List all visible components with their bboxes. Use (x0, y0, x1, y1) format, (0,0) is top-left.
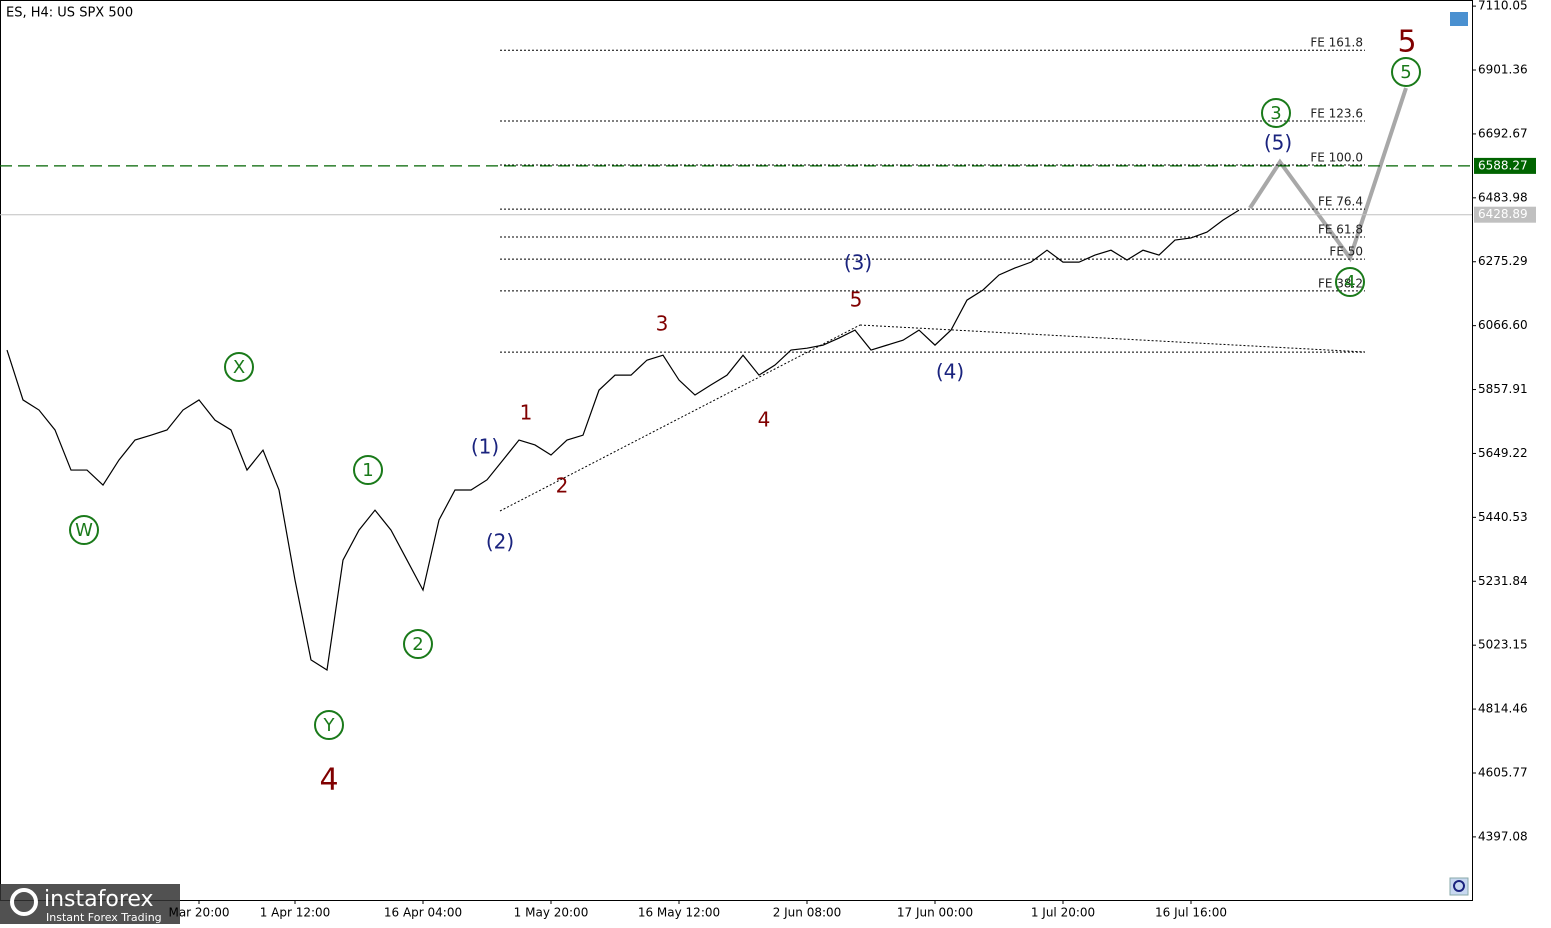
wave-circle (403, 629, 433, 659)
fib-label: FE 123.6 (1310, 106, 1363, 120)
trend-line (499, 324, 861, 512)
wave-label: 4 (1344, 272, 1355, 293)
x-tick-label: 1 Jul 20:00 (1031, 906, 1095, 920)
price-label-bg (1474, 206, 1536, 223)
x-tick-label: 1 May 20:00 (514, 906, 589, 920)
fib-label: FE 76.4 (1318, 195, 1363, 209)
price-label: 6588.27 (1478, 158, 1528, 172)
y-tick-label: 5857.91 (1478, 382, 1528, 396)
price-label: 6428.89 (1478, 207, 1528, 221)
logo-name: instaforex (44, 887, 154, 912)
wave-label: (2) (486, 530, 514, 554)
wave-label: X (233, 357, 245, 378)
wave-label: 3 (1270, 103, 1281, 124)
trend-line (859, 324, 1366, 353)
fib-label: FE 50 (1329, 245, 1363, 259)
fib-label: FE 100.0 (1310, 151, 1363, 165)
wave-circle (224, 352, 254, 382)
wave-label: 4 (758, 408, 771, 432)
fib-label: FE 38.2 (1318, 276, 1363, 290)
wave-label: W (75, 520, 93, 541)
wave-circle (353, 455, 383, 485)
y-tick-label: 6692.67 (1478, 126, 1528, 140)
logo-icon (10, 888, 38, 916)
x-tick-label: 17 Jun 00:00 (897, 906, 973, 920)
wave-circle (1391, 57, 1421, 87)
fib-label: FE 161.8 (1310, 36, 1363, 50)
wave-label: 5 (1397, 25, 1416, 60)
wave-circle (1261, 98, 1291, 128)
corner-icon[interactable] (1453, 880, 1465, 892)
y-tick-label: 4605.77 (1478, 765, 1528, 779)
x-tick-label: 1 Apr 12:00 (260, 906, 331, 920)
wave-label: (3) (844, 251, 872, 275)
x-tick-label: 2 Jun 08:00 (773, 906, 842, 920)
price-label-bg (1474, 157, 1536, 174)
wave-label: 1 (362, 460, 373, 481)
wave-circle (1335, 267, 1365, 297)
wave-circle (69, 515, 99, 545)
wave-circle (314, 710, 344, 740)
wave-label: 2 (556, 474, 569, 498)
y-tick-label: 6901.36 (1478, 63, 1528, 77)
logo: instaforex Instant Forex Trading (0, 884, 180, 924)
wave-label: Y (323, 715, 336, 736)
y-tick-label: 6483.98 (1478, 190, 1528, 204)
y-tick-label: 6066.60 (1478, 318, 1528, 332)
x-tick-label: 16 Jul 16:00 (1155, 906, 1227, 920)
chart-title: ES, H4: US SPX 500 (6, 6, 133, 21)
y-tick-label: 4397.08 (1478, 829, 1528, 843)
x-tick-label: Mar 20:00 (168, 906, 229, 920)
fib-label: FE 61.8 (1318, 223, 1363, 237)
y-tick-label: 4814.46 (1478, 702, 1528, 716)
wave-label: 5 (1400, 62, 1411, 83)
wave-label: 5 (850, 288, 863, 312)
y-tick-label: 5649.22 (1478, 446, 1528, 460)
y-tick-label: 5440.53 (1478, 510, 1528, 524)
y-tick-label: 6275.29 (1478, 254, 1528, 268)
wave-label: (4) (936, 360, 964, 384)
y-tick-label: 5023.15 (1478, 638, 1528, 652)
y-tick-label: 7110.05 (1478, 0, 1528, 13)
wave-label: 3 (656, 312, 669, 336)
wave-label: 4 (319, 763, 338, 798)
price-line-series (6, 209, 1240, 672)
top-icon[interactable] (1450, 12, 1468, 26)
logo-tagline: Instant Forex Trading (46, 911, 162, 924)
wave-label: 2 (412, 634, 423, 655)
wave-label: (1) (471, 435, 499, 459)
plot-frame (0, 0, 1473, 901)
x-tick-label: 16 Apr 04:00 (384, 906, 462, 920)
wave-label: (5) (1264, 131, 1292, 155)
y-tick-label: 5231.84 (1478, 574, 1528, 588)
x-tick-label: 16 May 12:00 (638, 906, 720, 920)
projection-path (1248, 87, 1408, 263)
wave-label: 1 (520, 401, 533, 425)
